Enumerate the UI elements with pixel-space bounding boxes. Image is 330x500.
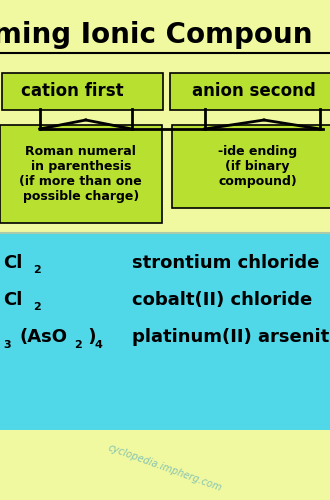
Text: Cl: Cl <box>3 291 23 309</box>
Text: (AsO: (AsO <box>20 328 68 346</box>
Text: 3: 3 <box>3 340 11 350</box>
Text: cobalt(II) chloride: cobalt(II) chloride <box>132 291 312 309</box>
Text: 2: 2 <box>33 302 41 312</box>
Text: Cl: Cl <box>3 254 23 272</box>
Text: 2: 2 <box>33 265 41 275</box>
Text: 4: 4 <box>94 340 102 350</box>
Text: -ide ending
(if binary
compound): -ide ending (if binary compound) <box>218 145 297 188</box>
Text: Roman numeral
in parenthesis
(if more than one
possible charge): Roman numeral in parenthesis (if more th… <box>19 145 142 203</box>
FancyBboxPatch shape <box>172 125 330 208</box>
FancyBboxPatch shape <box>170 72 330 110</box>
Text: cation first: cation first <box>21 82 124 100</box>
Text: strontium chloride: strontium chloride <box>132 254 319 272</box>
Text: anion second: anion second <box>192 82 316 100</box>
Text: cyclopedia.impherg.com: cyclopedia.impherg.com <box>107 442 223 493</box>
Text: 2: 2 <box>74 340 82 350</box>
Bar <box>0 232 330 430</box>
Text: ming Ionic Compoun: ming Ionic Compoun <box>0 21 313 49</box>
Text: platinum(II) arsenite: platinum(II) arsenite <box>132 328 330 346</box>
FancyBboxPatch shape <box>0 125 162 222</box>
Text: ): ) <box>82 328 96 346</box>
FancyBboxPatch shape <box>2 72 163 110</box>
